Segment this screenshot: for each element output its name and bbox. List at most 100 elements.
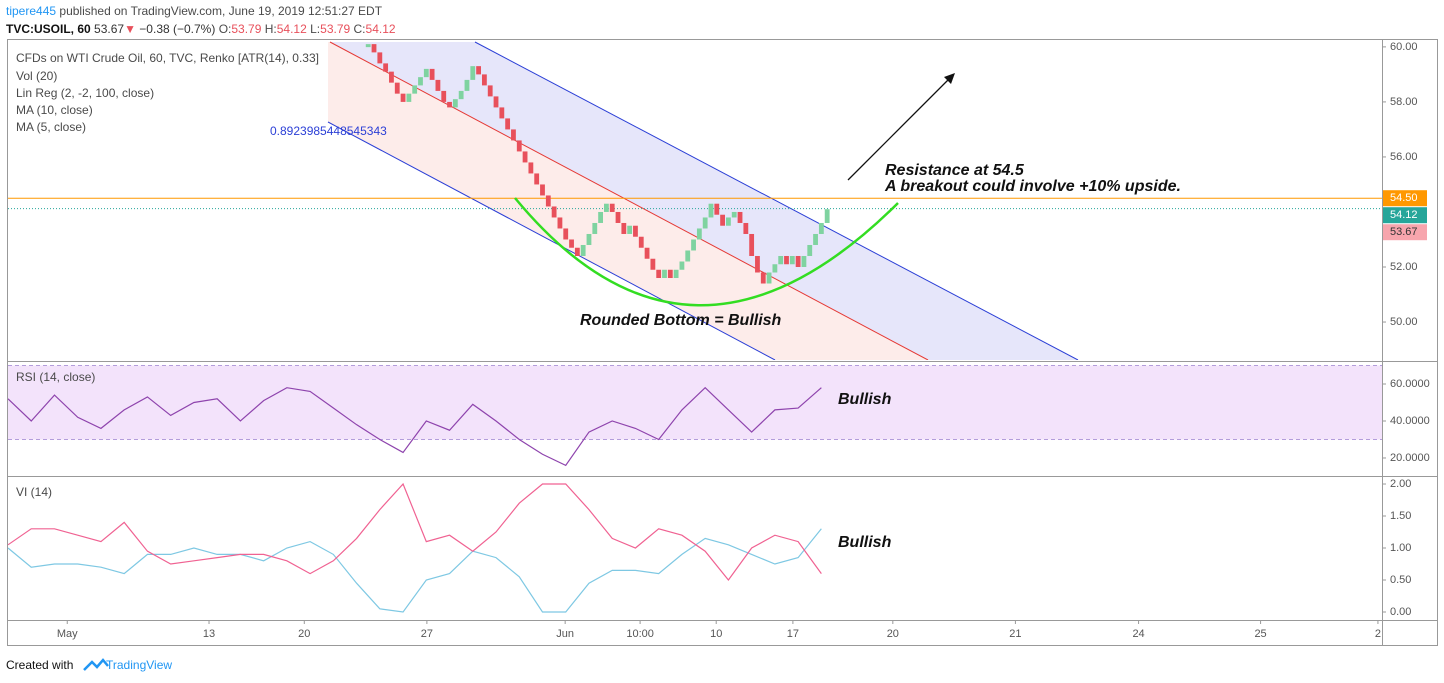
renko-brick xyxy=(394,82,400,94)
renko-brick xyxy=(755,255,760,273)
renko-brick xyxy=(371,44,377,53)
y-tick-label: 60.0000 xyxy=(1390,378,1430,390)
renko-brick xyxy=(633,225,638,237)
x-tick-label: 21 xyxy=(1009,628,1021,640)
lin-reg-channel xyxy=(327,41,1079,360)
x-tick-label: 2 xyxy=(1375,628,1381,640)
y-tick-label: 2.00 xyxy=(1390,478,1411,490)
panel-title: RSI (14, close) xyxy=(16,370,95,384)
ohlc-value: 54.12 xyxy=(277,22,307,36)
renko-brick xyxy=(412,85,418,94)
renko-brick xyxy=(447,101,452,108)
y-tick-label: 0.00 xyxy=(1390,606,1411,618)
renko-brick xyxy=(737,211,743,223)
renko-brick xyxy=(813,233,818,245)
renko-brick xyxy=(673,269,679,279)
price-label-box xyxy=(1383,190,1427,207)
ohlc-value: 53.79 xyxy=(320,22,350,36)
plot xyxy=(7,44,1382,613)
price-label-box xyxy=(1383,224,1427,241)
x-tick-label: 20 xyxy=(887,628,899,640)
ohlc-label: H: xyxy=(265,22,277,36)
y-tick-label: 50.00 xyxy=(1390,316,1418,328)
renko-brick xyxy=(383,63,389,72)
logo xyxy=(83,658,109,671)
renko-brick xyxy=(766,272,772,284)
renko-brick xyxy=(720,214,726,226)
rounded-bottom-curve xyxy=(514,197,899,307)
arrow-head xyxy=(944,73,955,84)
y-tick-label: 1.50 xyxy=(1390,510,1411,522)
renko-brick xyxy=(557,217,563,229)
renko-brick xyxy=(452,99,458,108)
channel-label: 0.8923985448545343 xyxy=(270,124,387,138)
renko-brick xyxy=(650,258,656,270)
panel-title: VI (14) xyxy=(16,485,52,499)
renko-brick xyxy=(824,209,830,223)
chart-title: CFDs on WTI Crude Oil, 60, TVC, Renko [A… xyxy=(16,51,319,65)
renko-brick xyxy=(702,217,708,229)
x-tick-label: 25 xyxy=(1254,628,1266,640)
renko-brick xyxy=(458,90,464,100)
renko-brick xyxy=(609,203,615,212)
renko-brick xyxy=(464,79,470,91)
frame xyxy=(7,39,1438,646)
y-tick-label: 20.0000 xyxy=(1390,452,1430,464)
renko-brick xyxy=(423,68,429,78)
renko-brick xyxy=(644,247,650,259)
renko-brick xyxy=(400,93,406,102)
renko-brick xyxy=(603,203,609,212)
renko-brick xyxy=(563,228,569,240)
renko-brick xyxy=(598,211,603,223)
renko-brick xyxy=(731,211,737,218)
renko-brick xyxy=(696,228,702,240)
publisher[interactable]: tipere445 xyxy=(6,4,56,18)
ohlc-value: 53.79 xyxy=(231,22,261,36)
renko-brick xyxy=(528,162,534,174)
renko-brick xyxy=(726,217,731,226)
renko-brick xyxy=(714,203,720,215)
arrow xyxy=(847,74,954,181)
y-tick-label: 58.00 xyxy=(1390,96,1418,108)
renko-brick xyxy=(627,225,633,234)
ohlc-label: L: xyxy=(310,22,320,36)
renko-brick xyxy=(441,90,447,102)
renko-brick xyxy=(389,71,394,83)
renko-brick xyxy=(615,211,621,223)
renko-brick xyxy=(511,129,516,141)
renko-brick xyxy=(569,239,574,248)
x-tick-label: 24 xyxy=(1132,628,1144,640)
series-line xyxy=(7,386,822,467)
renko-brick xyxy=(365,44,371,48)
renko-brick xyxy=(784,255,789,265)
renko-brick xyxy=(487,85,493,97)
renko-brick xyxy=(493,96,499,108)
y-tick-label: 56.00 xyxy=(1390,151,1418,163)
x-tick-label: 13 xyxy=(203,628,215,640)
renko-brick xyxy=(551,206,557,218)
renko-brick xyxy=(778,255,784,265)
price-label: 54.50 xyxy=(1390,192,1418,204)
renko-brick xyxy=(662,269,667,279)
y-tick-label: 60.00 xyxy=(1390,41,1418,53)
panel xyxy=(8,44,1382,284)
annotation: A breakout could involve +10% upside. xyxy=(884,178,1181,195)
renko-brick xyxy=(499,107,505,119)
renko-brick xyxy=(667,269,673,279)
series-line xyxy=(7,528,822,613)
renko-brick xyxy=(540,184,545,196)
renko-brick xyxy=(818,222,824,234)
x-tick-label: 27 xyxy=(421,628,433,640)
renko-brick xyxy=(772,264,778,273)
ohlc-value: 54.12 xyxy=(366,22,396,36)
annotation: Bullish xyxy=(838,391,892,408)
renko-brick xyxy=(621,222,627,234)
x-tick-label: 10 xyxy=(710,628,722,640)
footer-brand[interactable]: TradingView xyxy=(106,658,172,672)
ohlc-label: O: xyxy=(219,22,232,36)
renko-brick xyxy=(586,233,592,245)
price-label: 53.67 xyxy=(1390,226,1418,238)
header-line: tipere445 published on TradingView.com, … xyxy=(6,4,383,18)
renko-brick xyxy=(435,79,441,91)
channel-fill xyxy=(330,42,1078,360)
